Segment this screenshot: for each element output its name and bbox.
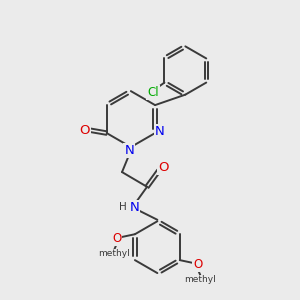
Text: H: H xyxy=(119,202,127,212)
Text: methyl: methyl xyxy=(184,275,216,284)
Text: N: N xyxy=(130,201,139,214)
Text: N: N xyxy=(124,144,134,157)
Text: O: O xyxy=(112,232,121,245)
Text: N: N xyxy=(154,125,164,138)
Text: Cl: Cl xyxy=(147,86,159,99)
Text: O: O xyxy=(194,258,203,271)
Text: methyl: methyl xyxy=(98,249,130,258)
Text: O: O xyxy=(79,124,90,136)
Text: O: O xyxy=(158,161,169,174)
